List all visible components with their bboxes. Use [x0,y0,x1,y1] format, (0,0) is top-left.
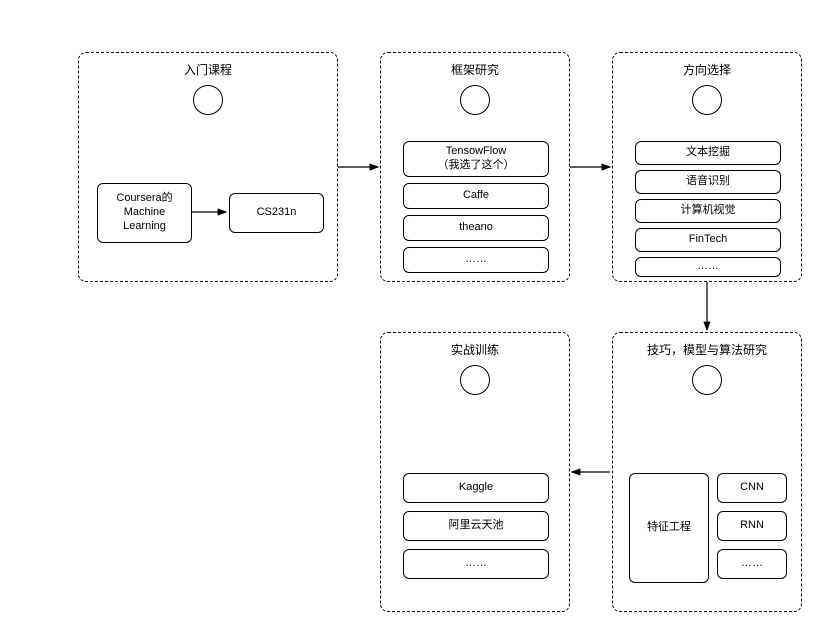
stage-title-s5: 实战训练 [381,343,569,359]
box-s1b: CS231n [229,193,324,233]
stage-title-s2: 框架研究 [381,63,569,79]
box-s2a: TensowFlow（我选了这个） [403,141,549,177]
box-s5a: Kaggle [403,473,549,503]
stage-circle-s4 [692,365,722,395]
stage-title-s3: 方向选择 [613,63,801,79]
stage-s1: 入门课程 Coursera的MachineLearning CS231n [78,52,338,282]
box-s3b: 语音识别 [635,170,781,194]
box-s3d: FinTech [635,228,781,252]
box-s2b: Caffe [403,183,549,209]
box-s4c: RNN [717,511,787,541]
box-s3e: …… [635,257,781,277]
stage-s4: 技巧，模型与算法研究特征工程 CNN RNN …… [612,332,802,612]
box-s3a: 文本挖掘 [635,141,781,165]
box-s3c: 计算机视觉 [635,199,781,223]
box-s4a: 特征工程 [629,473,709,583]
box-s4b: CNN [717,473,787,503]
box-s5c: …… [403,549,549,579]
box-s2c: theano [403,215,549,241]
stage-s3: 方向选择文本挖掘语音识别计算机视觉 FinTech …… [612,52,802,282]
stage-s5: 实战训练 Kaggle 阿里云天池 …… [380,332,570,612]
box-s5b: 阿里云天池 [403,511,549,541]
stage-title-s1: 入门课程 [79,63,337,79]
box-s2d: …… [403,247,549,273]
stage-circle-s5 [460,365,490,395]
stage-circle-s1 [193,85,223,115]
stage-s2: 框架研究 TensowFlow（我选了这个） Caffe theano …… [380,52,570,282]
stage-circle-s3 [692,85,722,115]
stage-title-s4: 技巧，模型与算法研究 [613,343,801,359]
box-s1a: Coursera的MachineLearning [97,183,192,243]
box-s4d: …… [717,549,787,579]
stage-circle-s2 [460,85,490,115]
